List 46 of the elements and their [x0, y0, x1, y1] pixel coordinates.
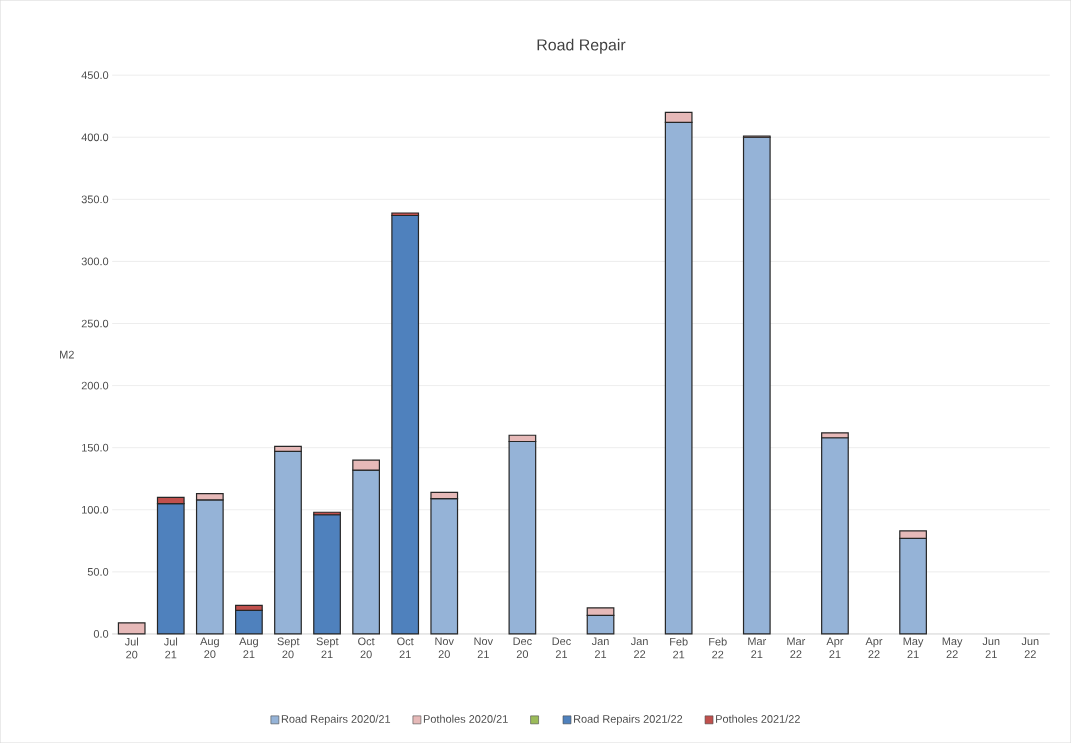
x-tick-label: Jun 22 — [1021, 637, 1039, 658]
legend-label: Potholes 2021/22 — [716, 714, 800, 723]
x-tick-label: Aug 20 — [200, 637, 219, 659]
bar — [274, 450, 302, 635]
x-tick-label: Mar 21 — [748, 637, 767, 658]
x-tick-label: Dec 21 — [552, 637, 571, 658]
y-tick-label: 150.0 — [82, 443, 109, 452]
y-axis-title: M2 — [60, 350, 74, 359]
x-tick-label: Jul 20 — [124, 637, 138, 659]
x-tick-label: May 21 — [903, 637, 924, 658]
x-tick-label: Nov 21 — [474, 637, 494, 658]
y-tick-label: 350.0 — [81, 195, 109, 204]
x-tick-label: Apr 22 — [865, 637, 883, 658]
bar — [313, 514, 341, 635]
y-tick-label: 0.0 — [93, 630, 109, 638]
x-tick-label: Feb 22 — [709, 637, 727, 659]
x-tick-label: Dec 20 — [513, 637, 532, 659]
x-tick-label: Oct 20 — [358, 637, 375, 659]
x-tick-label: Oct 21 — [397, 637, 414, 659]
x-tick-label: Sept 20 — [277, 637, 300, 659]
bar — [742, 136, 771, 635]
chart-title: Road Repair — [537, 38, 626, 54]
x-tick-label: Jun 21 — [982, 637, 1000, 658]
y-tick-label: 50.0 — [87, 567, 109, 576]
x-tick-label: Jan 22 — [630, 637, 648, 658]
bar — [117, 622, 146, 635]
x-tick-label: May 22 — [942, 637, 963, 658]
x-tick-label: Aug 21 — [239, 637, 258, 658]
y-tick-label: 450.0 — [81, 71, 109, 79]
x-tick-label: Sept 21 — [316, 637, 339, 659]
legend-label: Road Repairs 2021/22 — [574, 714, 683, 725]
x-tick-label: Mar 22 — [787, 637, 806, 658]
x-tick-label: Nov 20 — [435, 637, 454, 659]
legend-label: Road Repairs 2020/21 — [281, 714, 391, 725]
x-tick-label: Feb 21 — [670, 637, 688, 659]
y-tick-label: 200.0 — [81, 381, 109, 390]
bar — [235, 609, 263, 635]
y-tick-label: 100.0 — [82, 505, 109, 514]
x-tick-label: Apr 21 — [826, 637, 844, 658]
legend-label: Potholes 2020/21 — [423, 714, 508, 723]
y-tick-label: 250.0 — [81, 319, 109, 328]
x-tick-label: Jan 21 — [591, 637, 609, 658]
y-tick-label: 300.0 — [81, 257, 109, 266]
x-tick-label: Jul 21 — [163, 637, 178, 659]
bar — [391, 214, 420, 635]
y-tick-label: 400.0 — [81, 133, 109, 142]
